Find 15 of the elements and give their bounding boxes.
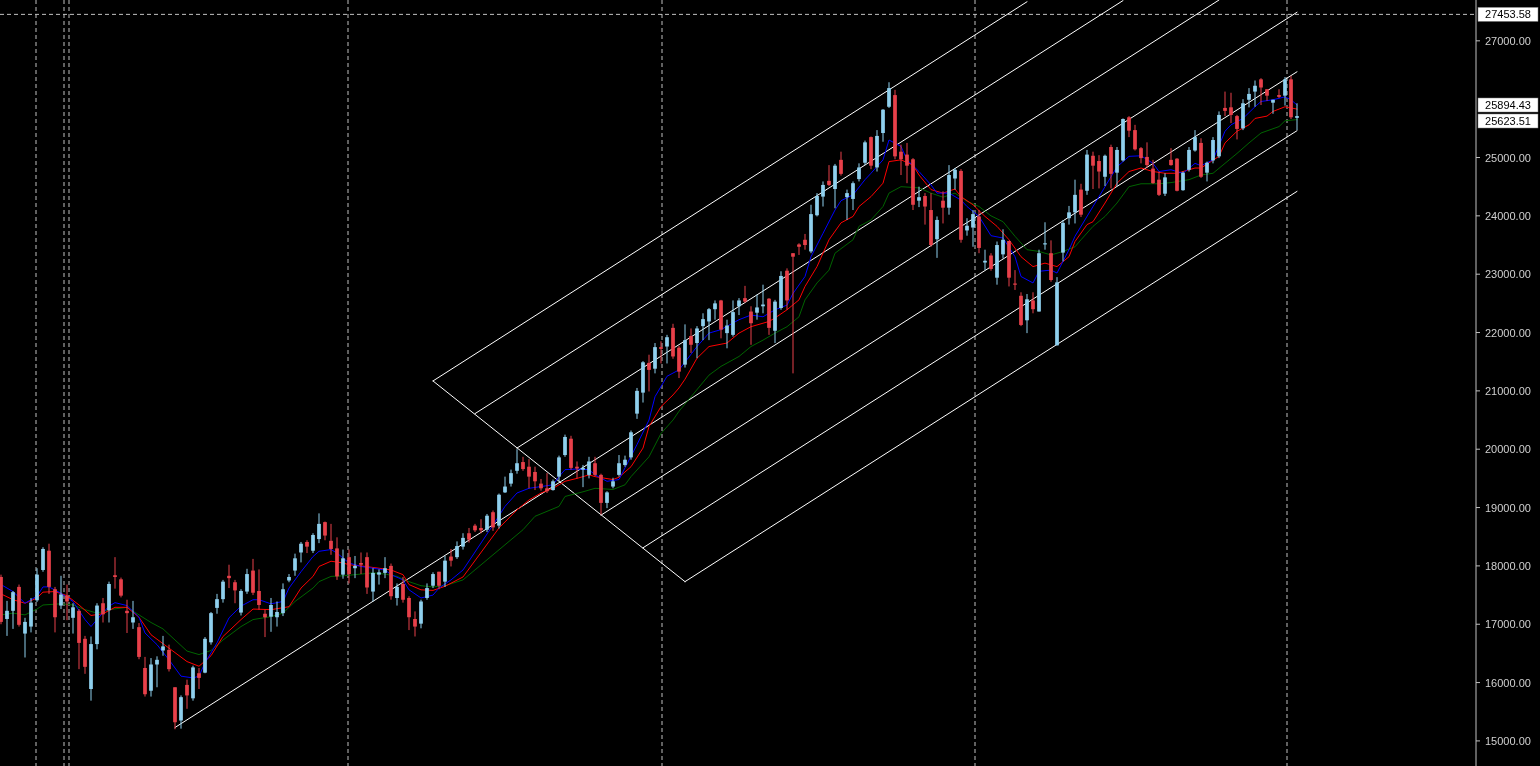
y-tick-label: 21000.00 xyxy=(1485,384,1531,397)
y-tick-label: 18000.00 xyxy=(1485,559,1531,572)
y-tick-label: 27000.00 xyxy=(1485,34,1531,47)
y-tick-label: 23000.00 xyxy=(1485,268,1531,281)
y-tick-label: 20000.00 xyxy=(1485,443,1531,456)
y-tick-label: 19000.00 xyxy=(1485,501,1531,514)
y-tick-label: 25000.00 xyxy=(1485,151,1531,164)
y-tick-label: 15000.00 xyxy=(1485,734,1531,747)
text: 25623.51 xyxy=(1485,115,1531,127)
text: 25894.43 xyxy=(1485,99,1531,111)
y-tick-label: 17000.00 xyxy=(1485,618,1531,631)
ref-line-label: 27453.58 xyxy=(1485,8,1531,21)
y-tick-label: 22000.00 xyxy=(1485,326,1531,339)
y-tick-label: 24000.00 xyxy=(1485,209,1531,222)
y-tick-label: 16000.00 xyxy=(1485,676,1531,689)
